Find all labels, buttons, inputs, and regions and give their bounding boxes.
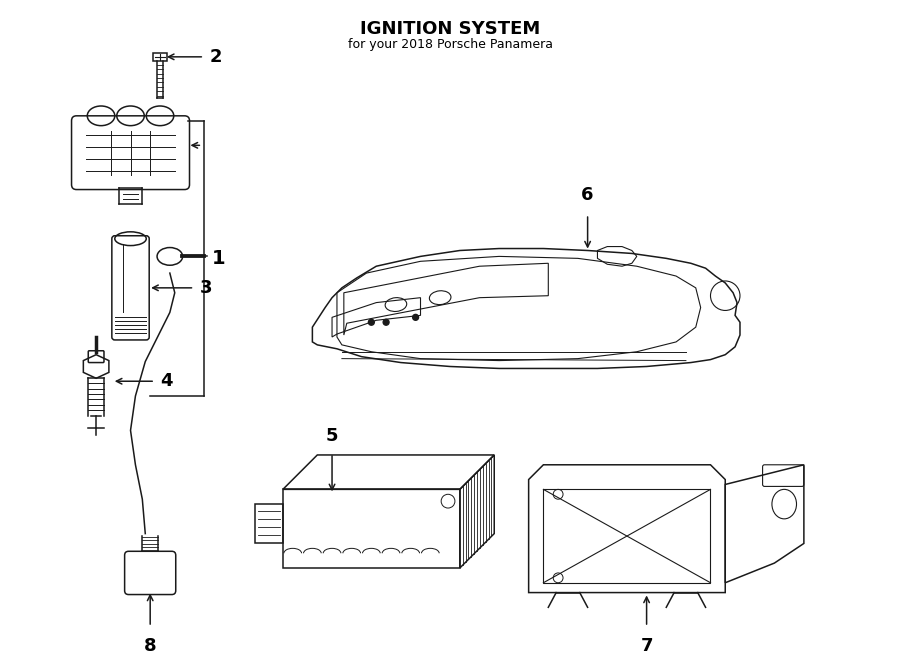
Bar <box>153 53 166 61</box>
Text: 5: 5 <box>326 427 338 445</box>
Bar <box>283 489 460 568</box>
Circle shape <box>412 315 418 321</box>
Text: 6: 6 <box>581 186 594 204</box>
Text: 8: 8 <box>144 637 157 655</box>
Text: 2: 2 <box>209 48 221 66</box>
Text: for your 2018 Porsche Panamera: for your 2018 Porsche Panamera <box>347 38 553 51</box>
Text: 1: 1 <box>212 249 226 268</box>
Text: 7: 7 <box>641 637 652 655</box>
Text: IGNITION SYSTEM: IGNITION SYSTEM <box>360 20 540 38</box>
Circle shape <box>368 319 374 325</box>
Text: 4: 4 <box>160 372 173 390</box>
Text: 3: 3 <box>199 279 212 297</box>
Circle shape <box>383 319 389 325</box>
